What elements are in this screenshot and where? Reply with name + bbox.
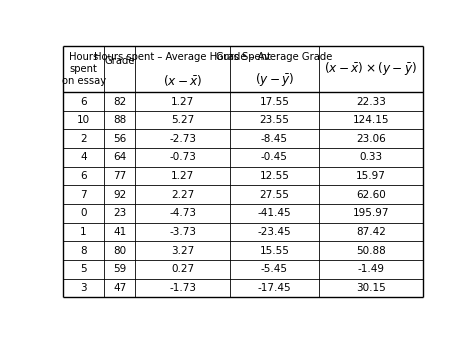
- Text: 7: 7: [80, 190, 87, 200]
- Text: 17.55: 17.55: [259, 96, 289, 106]
- Text: 88: 88: [113, 115, 126, 125]
- Text: 3: 3: [80, 283, 87, 293]
- Text: Grade – Average Grade: Grade – Average Grade: [216, 52, 333, 62]
- Text: 2.27: 2.27: [171, 190, 194, 200]
- Text: 77: 77: [113, 171, 126, 181]
- Text: 64: 64: [113, 152, 126, 162]
- Text: 92: 92: [113, 190, 126, 200]
- Text: 0: 0: [81, 208, 87, 218]
- Text: -5.45: -5.45: [261, 264, 288, 274]
- Text: 87.42: 87.42: [356, 227, 386, 237]
- Text: 195.97: 195.97: [353, 208, 389, 218]
- Text: 30.15: 30.15: [356, 283, 386, 293]
- Text: 23.55: 23.55: [259, 115, 289, 125]
- Text: $(x - \bar{x})$: $(x - \bar{x})$: [163, 72, 202, 88]
- Text: 1.27: 1.27: [171, 96, 194, 106]
- Text: 6: 6: [80, 96, 87, 106]
- Text: 23: 23: [113, 208, 126, 218]
- Text: 1: 1: [80, 227, 87, 237]
- Text: 4: 4: [80, 152, 87, 162]
- Text: 59: 59: [113, 264, 126, 274]
- Text: 0.27: 0.27: [171, 264, 194, 274]
- Text: 2: 2: [80, 134, 87, 144]
- Text: 82: 82: [113, 96, 126, 106]
- Text: 1.27: 1.27: [171, 171, 194, 181]
- Text: -41.45: -41.45: [257, 208, 291, 218]
- Text: -23.45: -23.45: [257, 227, 291, 237]
- Text: Hours spent – Average Hours Spent: Hours spent – Average Hours Spent: [94, 52, 271, 62]
- Text: 15.97: 15.97: [356, 171, 386, 181]
- Text: -2.73: -2.73: [169, 134, 196, 144]
- Text: -0.45: -0.45: [261, 152, 288, 162]
- Text: 15.55: 15.55: [259, 246, 289, 256]
- Text: 10: 10: [77, 115, 90, 125]
- Text: -0.73: -0.73: [169, 152, 196, 162]
- Text: Hours
spent
on essay: Hours spent on essay: [62, 52, 106, 86]
- Text: 27.55: 27.55: [259, 190, 289, 200]
- Text: 22.33: 22.33: [356, 96, 386, 106]
- Text: 6: 6: [80, 171, 87, 181]
- Text: 8: 8: [80, 246, 87, 256]
- Text: 50.88: 50.88: [356, 246, 386, 256]
- Text: 3.27: 3.27: [171, 246, 194, 256]
- Text: $(y - \bar{y})$: $(y - \bar{y})$: [255, 70, 294, 88]
- Text: 5.27: 5.27: [171, 115, 194, 125]
- Text: 23.06: 23.06: [356, 134, 386, 144]
- Text: -1.49: -1.49: [357, 264, 384, 274]
- Text: $(x - \bar{x}) \times (y - \bar{y})$: $(x - \bar{x}) \times (y - \bar{y})$: [324, 60, 417, 78]
- Text: -4.73: -4.73: [169, 208, 196, 218]
- Text: -1.73: -1.73: [169, 283, 196, 293]
- Text: 41: 41: [113, 227, 126, 237]
- Text: -3.73: -3.73: [169, 227, 196, 237]
- Text: 56: 56: [113, 134, 126, 144]
- Text: Grade: Grade: [104, 56, 135, 66]
- Text: 124.15: 124.15: [353, 115, 389, 125]
- Text: 80: 80: [113, 246, 126, 256]
- Text: -17.45: -17.45: [257, 283, 291, 293]
- Text: 62.60: 62.60: [356, 190, 386, 200]
- Text: -8.45: -8.45: [261, 134, 288, 144]
- Text: 12.55: 12.55: [259, 171, 289, 181]
- Text: 5: 5: [80, 264, 87, 274]
- Text: 47: 47: [113, 283, 126, 293]
- Text: 0.33: 0.33: [359, 152, 383, 162]
